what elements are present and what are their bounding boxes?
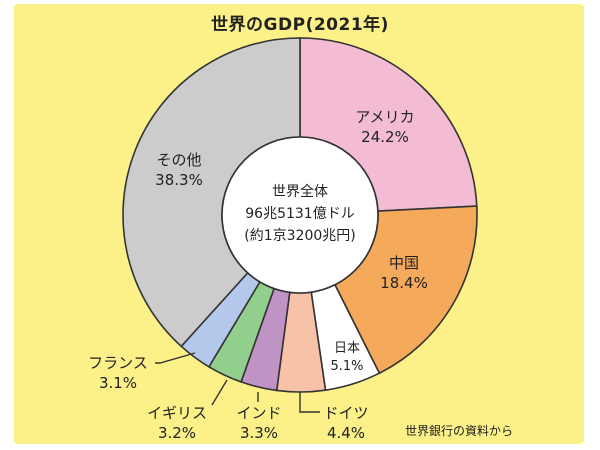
slice-3-name-label: 日本 bbox=[334, 341, 360, 356]
center-label-line-2: 96兆5131億ドル bbox=[245, 206, 354, 222]
slice-2-name-label: 中国 bbox=[389, 254, 419, 272]
pie-slices bbox=[122, 37, 478, 393]
slice-labels: アメリカ 24.2% 中国 18.4% 日本 5.1% ドイツ 4.4% インド 3.3% イギリス… bbox=[88, 108, 428, 442]
slice-8-value-label: 38.3% bbox=[155, 171, 203, 189]
slice-4-name-label: ドイツ bbox=[323, 404, 368, 422]
center-label-line-3: (約1京3200兆円) bbox=[244, 228, 355, 244]
slice-4-value-label: 4.4% bbox=[327, 424, 365, 442]
slice-4-leader-line bbox=[299, 392, 320, 413]
slice-7-value-label: 3.1% bbox=[99, 374, 137, 392]
leader-lines bbox=[155, 352, 320, 413]
slice-7-leader-line bbox=[155, 352, 196, 364]
slice-1-value-label: 24.2% bbox=[361, 128, 409, 146]
source-note: 世界銀行の資料から bbox=[405, 424, 514, 438]
slice-2-value-label: 18.4% bbox=[380, 274, 428, 292]
slice-7-name-label: フランス bbox=[88, 354, 148, 372]
slice-6-name-label: イギリス bbox=[147, 404, 207, 422]
slice-3-value-label: 5.1% bbox=[330, 359, 363, 374]
slice-6-value-label: 3.2% bbox=[158, 424, 196, 442]
chart-title: 世界のGDP(2021年) bbox=[211, 15, 389, 35]
slice-5-value-label: 3.3% bbox=[240, 424, 278, 442]
slice-5-name-label: インド bbox=[236, 404, 281, 422]
slice-6-leader-line bbox=[211, 379, 228, 406]
center-label: 世界全体 96兆5131億ドル (約1京3200兆円) bbox=[244, 183, 355, 244]
slice-8-name-label: その他 bbox=[156, 151, 201, 169]
donut-hole bbox=[221, 136, 379, 294]
slice-1-name-label: アメリカ bbox=[355, 108, 414, 126]
center-label-line-1: 世界全体 bbox=[272, 183, 328, 200]
